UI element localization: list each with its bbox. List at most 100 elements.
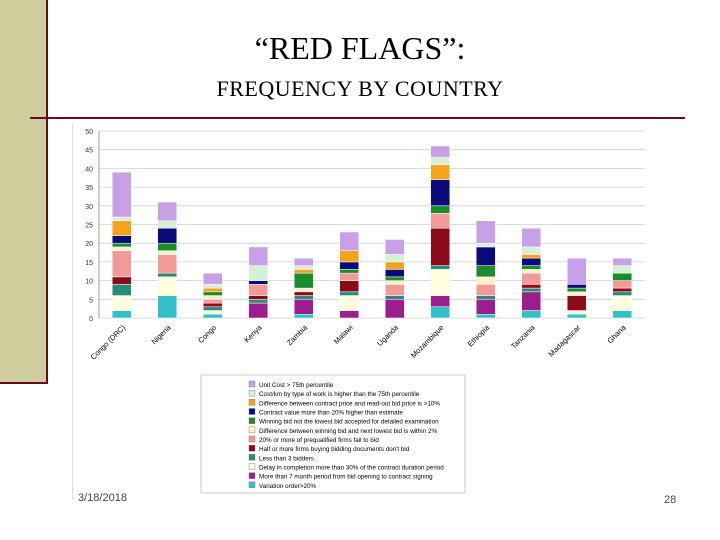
legend-label: Variation order>20% [259,483,317,490]
bar-segment [475,295,496,300]
legend-label: Difference between winning bid and next … [259,428,437,435]
bar-segment [248,265,269,281]
bar-segment [521,257,542,266]
slide-subtitle: FREQUENCY BY COUNTRY [216,76,504,101]
y-tick-label: 10 [85,279,93,286]
legend-swatch [248,472,256,479]
bar-segment [339,310,360,319]
legend-label: Less than 3 bidders [259,455,314,462]
bar-segment [202,302,223,308]
bar-segment [339,250,360,263]
bar-segment [384,261,405,270]
bar-segment [430,227,451,266]
legend-swatch [248,417,256,424]
legend-swatch [248,389,256,397]
bar-segment [430,145,451,158]
slide-title: “RED FLAGS”: [254,30,466,66]
bar-segment [384,254,405,263]
bar-segment [475,242,496,248]
legend-label: Cost/km by type of work is higher than t… [259,391,420,398]
bar-segment [521,272,542,285]
bar-segment [293,272,314,289]
left-accent-bar [0,0,48,384]
bar-segment [293,291,314,296]
bar-segment [111,276,132,285]
x-tick-label: Tanzania [509,322,537,350]
bar-segment [430,269,451,296]
legend-label: Contract value more than 20% higher than… [259,410,403,417]
page-number: 28 [664,494,677,506]
bar-segment [157,295,178,319]
legend-box [200,374,466,494]
stacked-bar-chart: 0 5 10 15 20 25 30 35 40 45 50 Congo (DRC) Nigeria Co… [85,129,645,494]
bar-segment [111,295,132,311]
bar-segment [248,295,269,300]
bar-segment [521,287,542,293]
legend-label: Unit Cost > 75th percentile [259,382,334,389]
bar-segment [202,314,223,319]
bar-segment [475,265,496,278]
x-tick-label: Uganda [375,322,401,348]
bar-segment [293,299,314,315]
x-tick-label: Madagascar [547,323,583,359]
y-tick-label: 25 [85,223,93,230]
bar-segment [430,164,451,180]
bar-segment [111,250,132,278]
x-tick-label: Zambia [285,322,310,347]
legend-label: Delay in completion more than 30% of the… [259,465,444,472]
bar-segment [111,171,132,218]
legend-label: Winning bid not the lowest bid accepted … [259,419,439,426]
bar-segment [111,242,132,248]
bar-segment [384,280,405,285]
bar-segment [202,287,223,293]
y-tick-label: 30 [85,204,93,211]
bar-segment [157,242,178,251]
bar-segment [612,287,633,293]
legend-swatch [248,435,256,443]
bar-segment [157,220,178,229]
y-tick-label: 40 [85,166,93,173]
bar-segment [202,310,223,315]
bar-segment [339,295,360,311]
x-tick-label: Mozambique [409,323,446,360]
legend-label: More than 7 month period from bid openin… [259,474,433,481]
bar-segment [475,220,496,244]
bar-segment [111,246,132,251]
bar-segment [612,310,633,319]
bar-segment [521,310,542,319]
x-tick-label: Malawi [332,323,355,346]
bar-segment [521,291,542,311]
chart-frame: 0 5 10 15 20 25 30 35 40 45 50 Congo (DRC) Nigeria Co… [72,124,651,500]
bar-segment [202,272,223,285]
bar-segment [566,287,587,293]
bar-segment [475,284,496,296]
bar-segment [566,295,587,311]
bar-segment [111,284,132,296]
y-tick-label: 20 [85,241,93,248]
y-tick-label: 35 [85,185,93,192]
bar-segment [157,272,178,278]
legend-label: Half or more firms buying bidding docume… [259,446,410,453]
bar-segment [612,295,633,311]
bar-segment [202,291,223,296]
bar-segment [157,227,178,244]
bar-segment [339,280,360,293]
x-tick-label: Ghana [605,322,628,345]
bar-segment [248,299,269,304]
bar-segment [566,310,587,315]
bar-segment [111,220,132,236]
bar-segment [384,284,405,296]
bar-segment [430,205,451,214]
bar-segment [248,302,269,319]
bar-segment [293,269,314,274]
bar-segment [521,284,542,289]
bar-segment [339,291,360,296]
bar-segment [202,306,223,311]
bar-segment [566,314,587,319]
legend-swatch [248,463,256,470]
bar-segment [384,269,405,278]
bar-segment [612,257,633,266]
x-tick-label: Kenya [242,322,264,344]
bar-segment [293,257,314,266]
bar-segment [475,314,496,319]
